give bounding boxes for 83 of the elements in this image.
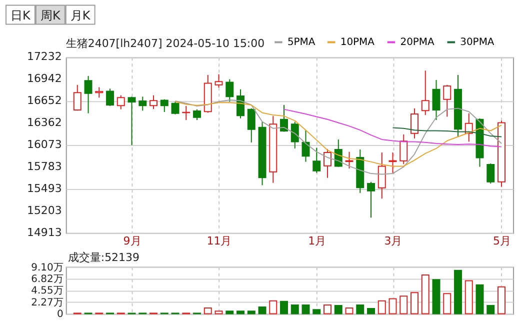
x-tick-label: 9月 [123, 234, 142, 248]
bar [421, 274, 430, 314]
y-tick-label: 14913 [26, 226, 62, 239]
bar [247, 310, 256, 314]
y-tick-label: 6.82万 [31, 274, 64, 286]
y-tick-label: 16362 [26, 116, 62, 130]
candlestick [247, 108, 256, 143]
candlestick [73, 84, 82, 112]
bar [486, 304, 495, 314]
chart-title: 生猪2407[lh2407] 2024-05-10 15:00 [66, 37, 265, 50]
bar [443, 293, 452, 314]
bar [204, 308, 212, 314]
y-tick-label: 9.10万 [31, 262, 64, 274]
y-tick-label: 17232 [26, 50, 62, 64]
candlestick [226, 78, 234, 102]
bar [324, 304, 332, 314]
bar [226, 310, 234, 314]
chart-title: 成交量:52139 [68, 250, 140, 264]
candlestick [410, 108, 418, 139]
candlestick [150, 94, 158, 110]
candlestick [193, 108, 202, 121]
candlestick [171, 101, 180, 115]
candlestick [345, 151, 354, 169]
candlestick [312, 147, 321, 174]
bar [498, 286, 506, 314]
bar [432, 279, 440, 314]
candlestick [378, 152, 386, 200]
bar [388, 298, 397, 314]
y-tick-label: 0 [57, 309, 64, 320]
bar [290, 304, 299, 314]
bar [258, 306, 266, 314]
legend-label: 30PMA [460, 37, 494, 48]
candlestick [138, 96, 147, 112]
y-tick-label: 15203 [26, 204, 62, 217]
bar [400, 296, 408, 314]
candlestick [290, 121, 299, 149]
candlestick [367, 181, 375, 218]
bar [280, 300, 288, 314]
candlestick [116, 94, 125, 110]
bar [378, 300, 386, 314]
bar [214, 310, 223, 314]
y-tick-label: 15783 [26, 160, 62, 173]
bar [367, 308, 375, 314]
legend-label: 5PMA [287, 37, 316, 48]
candlestick [106, 88, 114, 106]
legend-label: 20PMA [400, 37, 435, 48]
text: 周K [40, 8, 62, 22]
bar [312, 309, 321, 314]
y-tick-label: 16073 [26, 138, 62, 151]
bar [356, 304, 364, 314]
candlestick [84, 75, 92, 114]
candlestick [128, 96, 136, 146]
bar [410, 292, 418, 314]
y-tick-label: 15493 [26, 182, 62, 195]
legend-label: 10PMA [340, 37, 375, 48]
candlestick [421, 70, 430, 116]
bar [464, 280, 473, 314]
candlestick [214, 74, 223, 88]
text: 月K [70, 8, 92, 22]
x-tick-label: 3月 [384, 234, 402, 248]
candlestick [443, 84, 452, 118]
x-tick-label: 5月 [493, 234, 511, 248]
bar [302, 304, 310, 314]
candlestick [400, 134, 408, 165]
candlestick [95, 86, 104, 98]
text: 日K [10, 8, 32, 22]
x-tick-label: 1月 [308, 234, 326, 248]
bar [476, 284, 484, 314]
bar [454, 270, 462, 314]
candlestick [388, 152, 397, 174]
bar [334, 304, 342, 314]
bar [345, 308, 354, 314]
bar [236, 310, 245, 314]
y-tick-label: 4.55万 [31, 286, 64, 297]
y-tick-label: 2.27万 [31, 298, 64, 308]
y-tick-label: 16942 [26, 72, 62, 86]
x-tick-label: 11月 [206, 234, 232, 248]
candlestick [486, 162, 495, 184]
candlestick [432, 79, 440, 121]
y-tick-label: 16652 [26, 94, 62, 108]
bar [269, 300, 278, 314]
candlestick [324, 148, 332, 178]
candlestick [160, 98, 168, 113]
